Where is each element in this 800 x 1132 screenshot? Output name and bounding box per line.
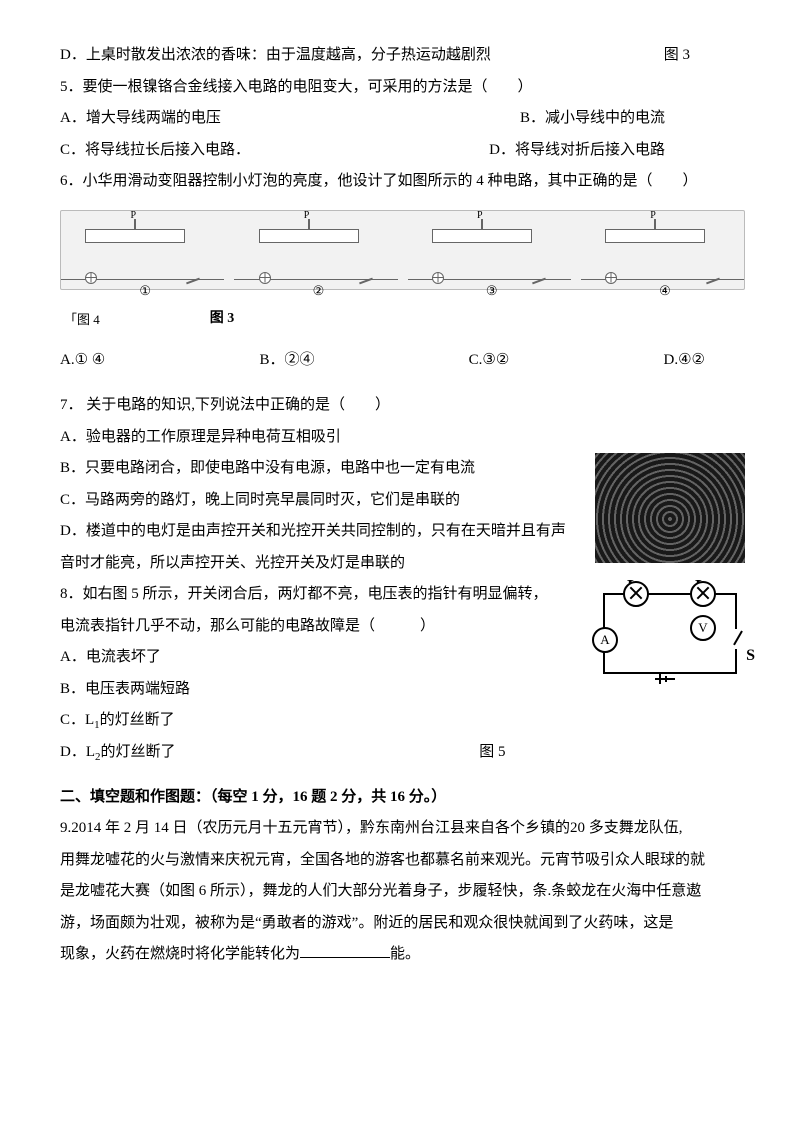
- q9-l4: 游，场面颇为壮观，被称为是“勇敢者的游戏”。附近的居民和观众很快就闻到了火药味，…: [60, 908, 745, 940]
- q6-D: D.④②: [664, 345, 705, 377]
- q5-A: A．增大导线两端的电压: [60, 103, 221, 135]
- q9-l3: 是龙嘘花大赛（如图 6 所示），舞龙的人们大部分光着身子，步履轻快，条.条蛟龙在…: [60, 876, 745, 908]
- blank-fill[interactable]: [300, 942, 390, 958]
- circuit-4: ④: [581, 219, 744, 280]
- q8-line1: 8．如右图 5 所示，开关闭合后，两灯都不亮，电压表的指针有明显偏转，: [60, 579, 745, 611]
- circuit-2: ②: [234, 219, 397, 280]
- q8-A: A．电流表坏了: [60, 642, 745, 674]
- q9-l5: 现象，火药在燃烧时将化学能转化为能。: [60, 939, 745, 971]
- q5-D: D．将导线对折后接入电路: [489, 135, 665, 167]
- circuit-1: ①: [61, 219, 224, 280]
- q6-C: C.③②: [469, 345, 510, 377]
- q8-B: B．电压表两端短路: [60, 674, 745, 706]
- q5-stem: 5．要使一根镍铬合金线接入电路的电阻变大，可采用的方法是（ ）: [60, 72, 745, 104]
- q9-l2: 用舞龙嘘花的火与激情来庆祝元宵，全国各地的游客也都慕名前来观光。元宵节吸引众人眼…: [60, 845, 745, 877]
- q7-D-1: D．楼道中的电灯是由声控开关和光控开关共同控制的，只有在天暗并且有声: [60, 516, 745, 548]
- q8-C: C．L1的灯丝断了: [60, 705, 745, 737]
- q6-circuits-figure: ① ② ③ ④: [60, 210, 745, 290]
- q7-D-2: 音时才能亮，所以声控开关、光控开关及灯是串联的: [60, 548, 745, 580]
- q5-C: C．将导线拉长后接入电路．: [60, 135, 250, 167]
- q6-A: A.① ④: [60, 345, 105, 377]
- q8-line2: 电流表指针几乎不动，那么可能的电路故障是（ ）: [60, 611, 745, 643]
- section-2-heading: 二、填空题和作图题：（每空 1 分，16 题 2 分，共 16 分。）: [60, 782, 745, 814]
- q-prev-D: D．上桌时散发出浓浓的香味：由于温度越高，分子热运动越剧烈: [60, 40, 745, 72]
- q7-stem: 7． 关于电路的知识,下列说法中正确的是（ ）: [60, 390, 745, 422]
- figure5-label: 图 5: [479, 744, 505, 760]
- q7-B: B．只要电路闭合，即使电路中没有电源，电路中也一定有电流: [60, 453, 745, 485]
- q6-B: B．②④: [259, 345, 314, 377]
- circuit-3: ③: [408, 219, 571, 280]
- q7-C: C．马路两旁的路灯，晚上同时亮早晨同时灭，它们是串联的: [60, 485, 745, 517]
- q7-A: A．验电器的工作原理是异种电荷互相吸引: [60, 422, 745, 454]
- figure3b-label: 图 3: [210, 304, 235, 333]
- q5-B: B．减小导线中的电流: [520, 103, 665, 135]
- q6-stem: 6．小华用滑动变阻器控制小灯泡的亮度，他设计了如图所示的 4 种电路，其中正确的…: [60, 166, 745, 198]
- figure4-label: 「图 4: [64, 306, 100, 333]
- q8-D-row: D．L2的灯丝断了 图 5: [60, 737, 745, 769]
- q9-l1: 9.2014 年 2 月 14 日（农历元月十五元宵节），黔东南州台江县来自各个…: [60, 813, 745, 845]
